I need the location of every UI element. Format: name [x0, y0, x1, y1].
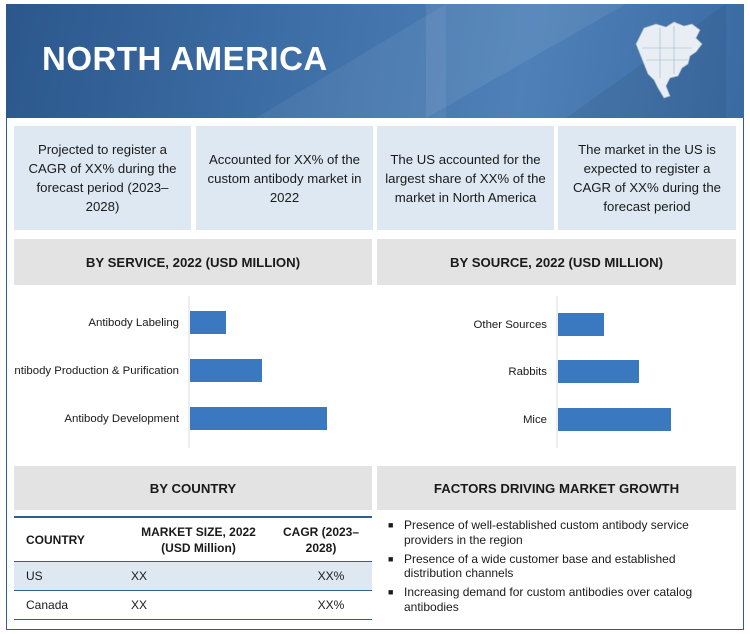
- bullet-icon: ■: [388, 587, 394, 597]
- list-item: ■ Increasing demand for custom antibodie…: [384, 585, 734, 614]
- bar: [190, 311, 226, 334]
- country-table: COUNTRY MARKET SIZE, 2022 (USD Million) …: [14, 516, 372, 620]
- header-country: COUNTRY: [26, 532, 85, 547]
- category-label: Antibody Production & Purification: [14, 365, 179, 377]
- stat-us-share: The US accounted for the largest share o…: [377, 126, 554, 230]
- country-cell: US: [26, 569, 43, 583]
- service-chart-title: BY SERVICE, 2022 (USD MILLION): [14, 239, 372, 285]
- country-cell: Canada: [26, 598, 69, 612]
- bar: [558, 408, 671, 431]
- north-america-map-icon: [635, 21, 703, 99]
- table-row: US XX XX%: [14, 562, 372, 591]
- stat-cagr: Projected to register a CAGR of XX% duri…: [14, 126, 191, 230]
- stat-market-share: Accounted for XX% of the custom antibody…: [196, 126, 373, 230]
- bar: [190, 359, 262, 382]
- list-item: ■ Presence of well-established custom an…: [384, 518, 734, 547]
- bullet-icon: ■: [388, 520, 394, 530]
- cagr-cell: XX%: [317, 569, 345, 583]
- bullet-icon: ■: [388, 553, 394, 564]
- stat-us-cagr: The market in the US is expected to regi…: [558, 126, 736, 230]
- source-chart-title: BY SOURCE, 2022 (USD MILLION): [377, 239, 736, 285]
- category-label: Antibody Labeling: [88, 317, 179, 329]
- category-label: Other Sources: [474, 319, 548, 331]
- service-bar-chart: Antibody Labeling Antibody Production & P…: [14, 296, 327, 448]
- category-label: Rabbits: [508, 366, 547, 378]
- factors-section-title: FACTORS DRIVING MARKET GROWTH: [377, 466, 736, 510]
- category-label: Mice: [523, 414, 547, 426]
- cagr-cell: XX%: [317, 598, 345, 612]
- bar: [558, 313, 604, 336]
- bar: [190, 407, 327, 430]
- country-section-title: BY COUNTRY: [14, 466, 372, 510]
- list-item: ■ Presence of a wide customer base and e…: [384, 552, 734, 581]
- category-label: Antibody Development: [64, 413, 179, 425]
- table-header: COUNTRY MARKET SIZE, 2022 (USD Million) …: [14, 516, 372, 562]
- source-bar-chart: Other Sources Rabbits Mice: [474, 296, 671, 448]
- factor-text: Presence of well-established custom anti…: [404, 518, 689, 547]
- market-size-cell: XX: [131, 569, 148, 583]
- table-row: Canada XX XX%: [14, 591, 372, 620]
- header-market-size: MARKET SIZE, 2022 (USD Million): [141, 524, 256, 555]
- region-title: NORTH AMERICA: [42, 40, 328, 77]
- factor-text: Presence of a wide customer base and est…: [404, 551, 676, 581]
- header-cagr: CAGR (2023–2028): [282, 524, 360, 555]
- growth-factors-list: ■ Presence of well-established custom an…: [384, 518, 734, 619]
- header-banner: [6, 4, 744, 118]
- factor-text: Increasing demand for custom antibodies …: [404, 585, 693, 614]
- market-size-cell: XX: [131, 598, 148, 612]
- bar: [558, 360, 639, 383]
